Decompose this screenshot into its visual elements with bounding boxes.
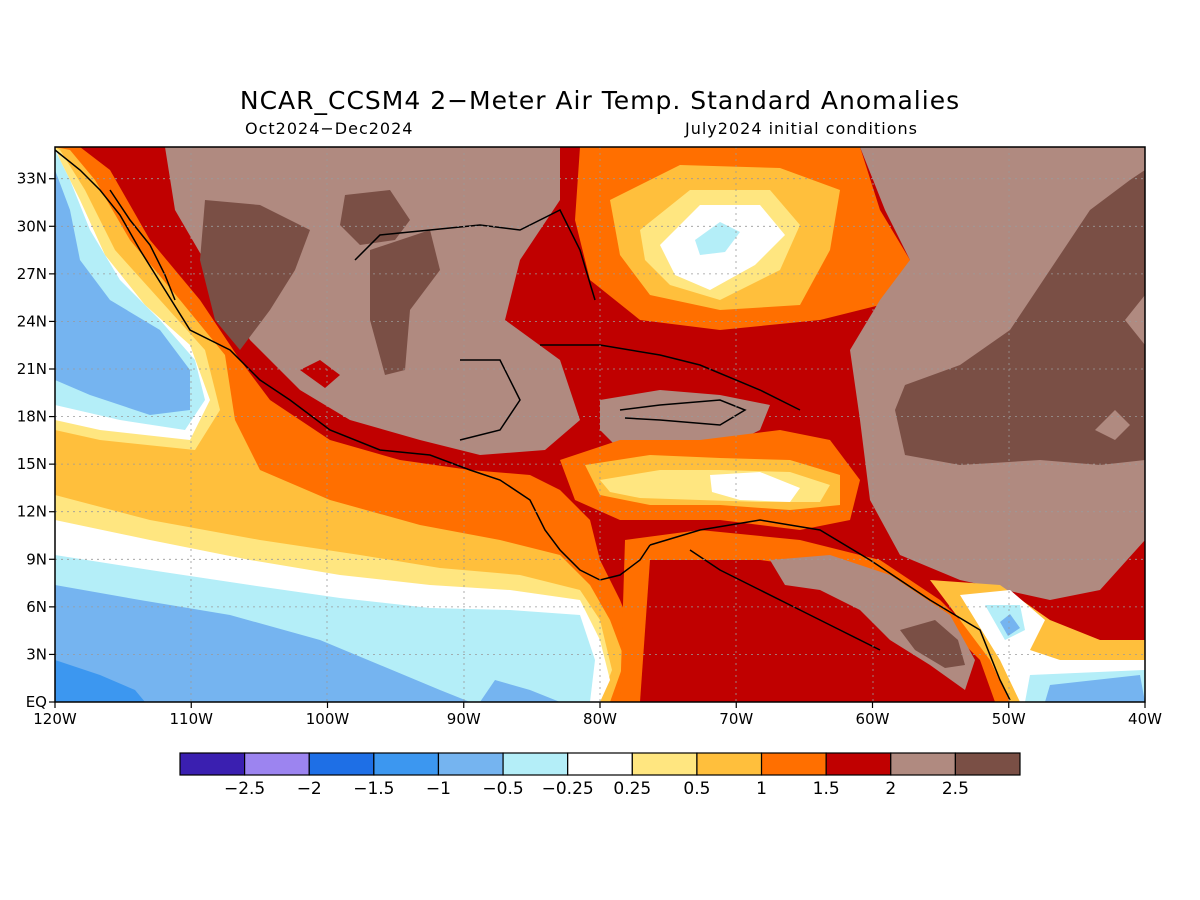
colorbar-label: 1.5 xyxy=(813,779,840,799)
colorbar-swatch xyxy=(502,752,569,776)
colorbar-swatch xyxy=(760,752,827,776)
sa-brown xyxy=(770,555,975,690)
colorbar-label: 2.5 xyxy=(942,779,969,799)
lon-tick-label: 40W xyxy=(1128,710,1162,728)
pacific-deepblue-band xyxy=(55,660,145,702)
lon-tick-label: 70W xyxy=(719,710,753,728)
colorbar-label: 0.25 xyxy=(613,779,651,799)
colorbar-label: 1 xyxy=(756,779,767,799)
sa-red xyxy=(640,560,995,702)
lon-tick-label: 100W xyxy=(306,710,350,728)
lon-tick-label: 120W xyxy=(33,710,77,728)
pacific-white-band xyxy=(55,147,610,702)
colorbar-swatch xyxy=(567,752,633,776)
map-title: NCAR_CCSM4 2−Meter Air Temp. Standard An… xyxy=(239,86,961,115)
colorbar-label: −1.5 xyxy=(353,779,394,799)
colorbar-swatch xyxy=(244,752,310,776)
coastlines xyxy=(55,149,1011,701)
eq-atlantic-blue xyxy=(1000,614,1145,702)
caribbean-white xyxy=(710,472,800,502)
colorbar-swatch xyxy=(308,752,375,776)
colorbar-swatch xyxy=(373,752,440,776)
eq-atlantic-lightblue xyxy=(985,605,1145,702)
mexico-darkbrown-west xyxy=(200,200,310,350)
colorbar-label: −2 xyxy=(297,779,322,799)
lat-tick-label: 3N xyxy=(26,645,47,663)
colorbar-swatch xyxy=(179,752,246,776)
lat-tick-label: 6N xyxy=(26,598,47,616)
colorbar-swatch xyxy=(954,752,1021,776)
lat-tick-label: 15N xyxy=(17,455,47,473)
lat-tick-label: 9N xyxy=(26,550,47,568)
graticule xyxy=(55,147,1145,702)
east-atlantic-darkbrown xyxy=(895,170,1145,465)
lon-tick-label: 110W xyxy=(170,710,214,728)
colorbar-label: −2.5 xyxy=(224,779,265,799)
colorbar-swatch xyxy=(825,752,892,776)
latitude-axis: EQ 3N 6N 9N 12N 15N 18N 21N 24N 27N 30N 33N xyxy=(17,170,55,711)
lat-tick-label: 24N xyxy=(17,312,47,330)
forecast-period: Oct2024−Dec2024 xyxy=(245,119,414,138)
lat-tick-label: EQ xyxy=(26,693,47,711)
lat-tick-label: 27N xyxy=(17,265,47,283)
anomaly-field xyxy=(55,147,1145,702)
colorbar: −2.5 −2 −1.5 −1 −0.5 −0.25 0.25 0.5 1 1.5 2 2.5 xyxy=(179,752,1021,799)
colorbar-swatch xyxy=(631,752,698,776)
mexico-red-spot xyxy=(300,360,340,388)
initial-conditions: July2024 initial conditions xyxy=(685,119,918,138)
lon-tick-label: 80W xyxy=(583,710,617,728)
colorbar-label: 0.5 xyxy=(683,779,710,799)
pacific-blue-band xyxy=(55,170,560,702)
longitude-axis: 120W 110W 100W 90W 80W 70W 60W 50W 40W xyxy=(33,702,1162,728)
sa-darkbrown xyxy=(900,620,965,668)
colorbar-swatch xyxy=(437,752,504,776)
colorbar-swatch xyxy=(890,752,956,776)
lat-tick-label: 30N xyxy=(17,217,47,235)
colorbar-label: −0.25 xyxy=(542,779,594,799)
colorbar-label: −1 xyxy=(426,779,451,799)
lat-tick-label: 12N xyxy=(17,503,47,521)
colorbar-swatch xyxy=(696,752,763,776)
lat-tick-label: 33N xyxy=(17,170,47,188)
colorbar-label: 2 xyxy=(885,779,896,799)
atlantic-lightblue xyxy=(695,222,740,255)
east-atlantic-brown-inner xyxy=(1095,295,1145,440)
lat-tick-label: 21N xyxy=(17,360,47,378)
lon-tick-label: 50W xyxy=(992,710,1026,728)
lon-tick-label: 60W xyxy=(856,710,890,728)
lat-tick-label: 18N xyxy=(17,408,47,426)
lon-tick-label: 90W xyxy=(447,710,481,728)
mexico-darkbrown-central xyxy=(340,190,440,375)
colorbar-label: −0.5 xyxy=(482,779,523,799)
